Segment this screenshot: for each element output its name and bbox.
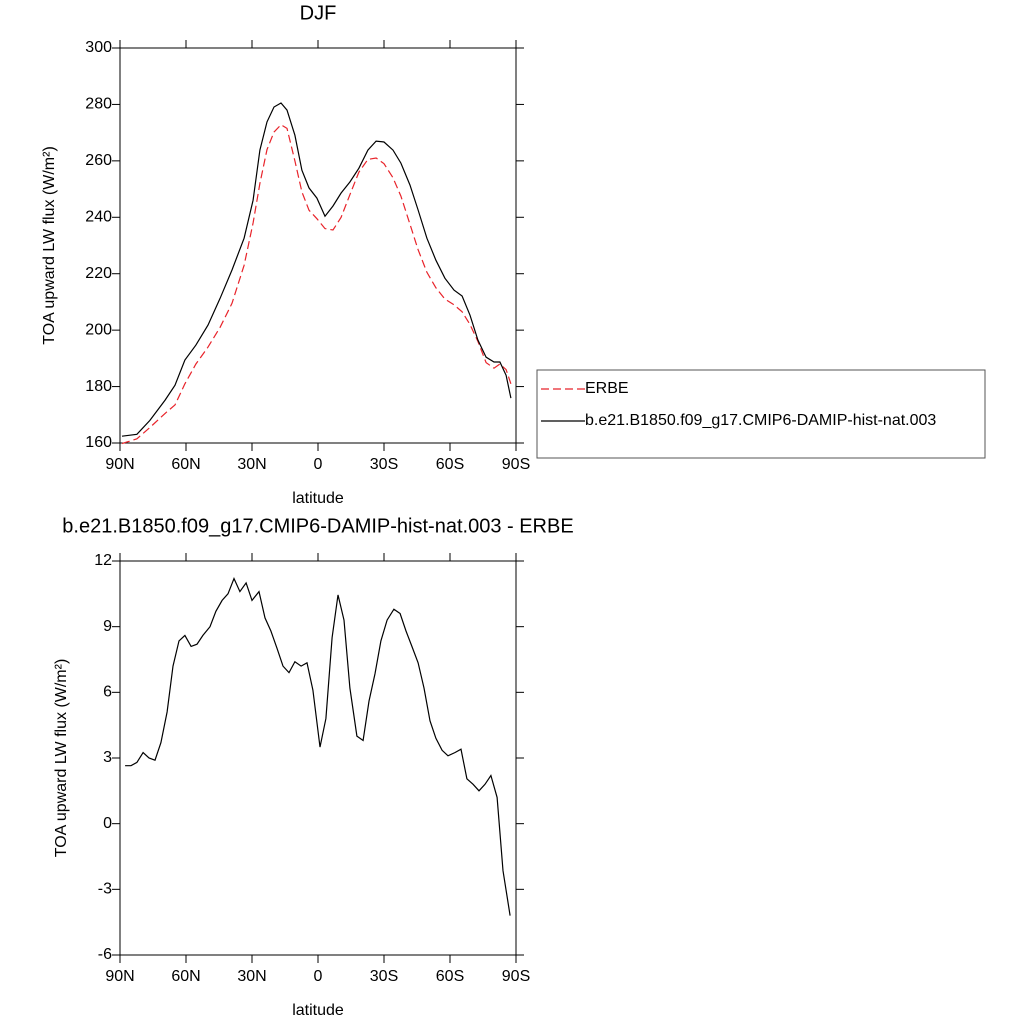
x-tick-label: 60N <box>171 456 200 473</box>
x-tick-label: 0 <box>314 456 323 473</box>
x-axis-label: latitude <box>292 1002 344 1019</box>
y-tick-label: -6 <box>98 946 112 963</box>
legend-label: b.e21.B1850.f09_g17.CMIP6-DAMIP-hist-nat… <box>585 412 936 429</box>
x-tick-label: 60S <box>436 968 464 985</box>
y-tick-label: 240 <box>85 209 112 226</box>
x-tick-label: 30S <box>370 968 398 985</box>
y-tick-label: 0 <box>103 815 112 832</box>
x-tick-label: 30N <box>237 456 266 473</box>
y-tick-label: 12 <box>94 552 112 569</box>
x-tick-label: 90N <box>105 456 134 473</box>
x-tick-label: 30N <box>237 968 266 985</box>
y-tick-label: 6 <box>103 684 112 701</box>
y-tick-label: 160 <box>85 434 112 451</box>
x-tick-label: 60S <box>436 456 464 473</box>
x-tick-label: 90S <box>502 456 530 473</box>
y-tick-label: 3 <box>103 749 112 766</box>
y-tick-label: 280 <box>85 96 112 113</box>
plot-frame <box>119 560 517 956</box>
y-axis-label: TOA upward LW flux (W/m²) <box>41 146 58 345</box>
y-tick-label: 9 <box>103 618 112 635</box>
y-tick-label: -3 <box>98 881 112 898</box>
x-tick-label: 90S <box>502 968 530 985</box>
data-line <box>121 102 512 437</box>
x-tick-label: 60N <box>171 968 200 985</box>
legend-box <box>536 369 986 459</box>
y-tick-label: 180 <box>85 378 112 395</box>
x-tick-label: 0 <box>314 968 323 985</box>
chart-title: DJF <box>300 2 337 24</box>
x-tick-label: 30S <box>370 456 398 473</box>
legend-label: ERBE <box>585 380 629 397</box>
x-tick-label: 90N <box>105 968 134 985</box>
y-tick-label: 260 <box>85 152 112 169</box>
data-line <box>121 123 512 445</box>
y-tick-label: 200 <box>85 321 112 338</box>
y-axis-label: TOA upward LW flux (W/m²) <box>53 659 70 858</box>
plot-frame <box>119 47 517 444</box>
y-tick-label: 300 <box>85 39 112 56</box>
x-axis-label: latitude <box>292 490 344 507</box>
data-line <box>125 576 511 916</box>
y-tick-label: 220 <box>85 265 112 282</box>
chart-title: b.e21.B1850.f09_g17.CMIP6-DAMIP-hist-nat… <box>62 515 573 537</box>
